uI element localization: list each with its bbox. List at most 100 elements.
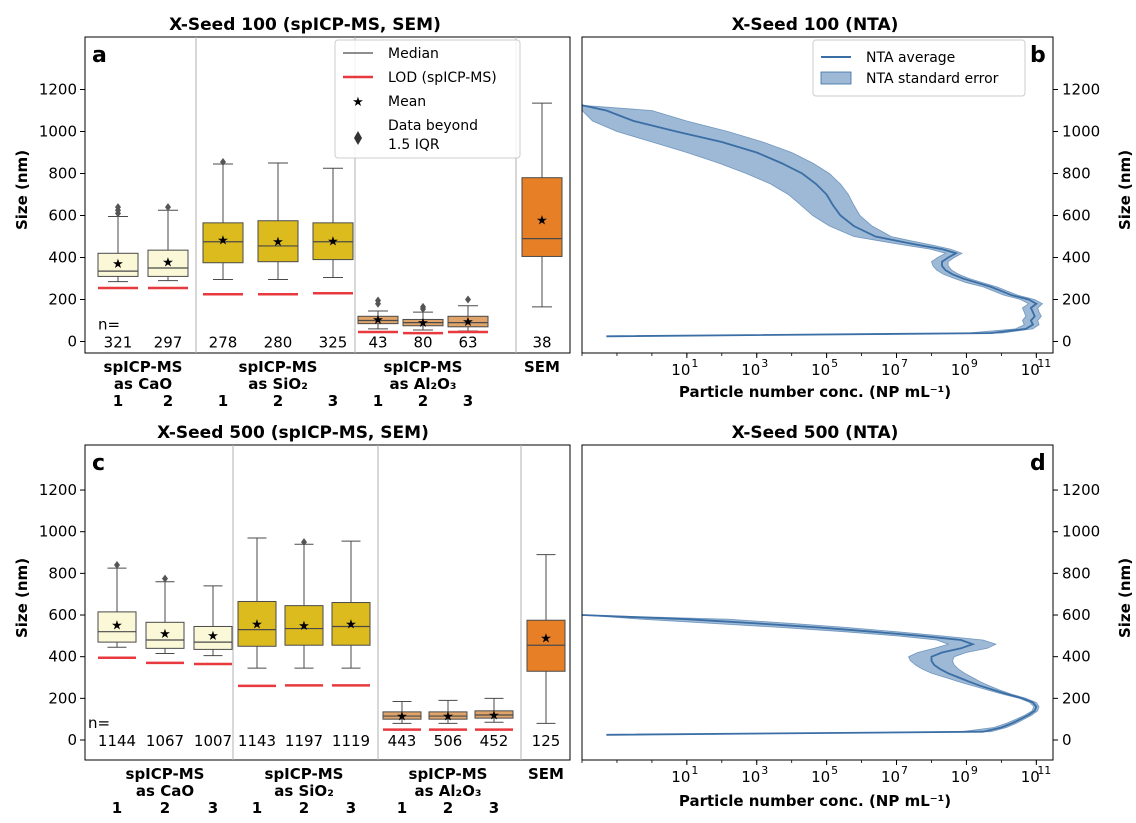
y-tick-label: 400: [1062, 249, 1091, 267]
box: [257, 220, 299, 263]
group-label-line1: spICP-MS: [409, 765, 488, 783]
outlier-point: [114, 561, 120, 570]
group-label-line2: as Al₂O₃: [415, 782, 482, 800]
panel-a-letter: a: [92, 43, 107, 68]
n-count: 1143: [238, 732, 276, 750]
legend-beyond-line2: 1.5 IQR: [388, 137, 440, 153]
y-tick-label: 400: [1062, 648, 1091, 666]
replicate-index: 1: [113, 392, 123, 410]
y-tick-label: 1000: [39, 523, 77, 541]
y-tick-label: 0: [67, 731, 77, 749]
legend-median-label: Median: [388, 46, 439, 62]
y-tick-label: 1000: [1062, 523, 1100, 541]
y-tick-label: 1200: [1062, 481, 1100, 499]
legend-beyond-line1: Data beyond: [388, 118, 478, 134]
n-count: 1067: [146, 732, 184, 750]
mean-star: ★: [396, 709, 408, 724]
x-tick-label-base: 10: [1021, 361, 1040, 379]
replicate-index: 2: [273, 392, 283, 410]
x-tick-label-base: 10: [951, 768, 970, 786]
n-count: 278: [209, 334, 238, 352]
mean-star: ★: [345, 617, 357, 632]
n-count: 80: [413, 334, 432, 352]
mean-star: ★: [417, 316, 429, 331]
mean-star: ★: [162, 256, 174, 271]
mean-star: ★: [217, 234, 229, 249]
n-count: 125: [532, 732, 561, 750]
y-tick-label: 1000: [39, 123, 77, 141]
outlier-point: [220, 157, 226, 166]
n-count: 452: [480, 732, 509, 750]
n-prefix-label: n=: [98, 316, 120, 334]
nta-average-line: [581, 614, 1038, 736]
n-count: 1119: [332, 732, 370, 750]
group-label-line1: spICP-MS: [265, 765, 344, 783]
y-tick-label: 0: [67, 333, 77, 351]
y-tick-label: 800: [1062, 564, 1091, 582]
box: [521, 177, 563, 257]
x-tick-label-exponent: 1: [691, 357, 698, 370]
y-tick-label: 400: [48, 648, 77, 666]
x-tick-label-exponent: 9: [971, 764, 978, 777]
outlier-point: [165, 203, 171, 212]
x-tick-label-base: 10: [671, 361, 690, 379]
y-tick-label: 600: [1062, 606, 1091, 624]
panel-d-letter: d: [1030, 451, 1046, 476]
mean-star: ★: [442, 709, 454, 724]
panel-a-plot: 020040060080010001200★321★297★278★280★32…: [39, 36, 571, 410]
legend-mean-label: Mean: [388, 94, 426, 110]
panel-a-ylabel: Size (nm): [13, 150, 31, 230]
y-tick-label: 800: [48, 165, 77, 183]
legend-mean-star-icon: ★: [352, 95, 364, 110]
y-tick-label: 200: [1062, 689, 1091, 707]
n-count: 1197: [285, 732, 323, 750]
replicate-index: 3: [463, 392, 473, 410]
n-count: 1007: [194, 732, 232, 750]
group-label-line2: as CaO: [114, 375, 172, 393]
n-count: 506: [434, 732, 463, 750]
x-tick-label-exponent: 9: [971, 357, 978, 370]
replicate-index: 3: [346, 799, 356, 817]
x-tick-label-exponent: 3: [761, 764, 768, 777]
x-tick-label-base: 10: [1021, 768, 1040, 786]
nta-average-line: [581, 104, 1038, 338]
legend-outlier-diamond-icon: [354, 131, 362, 145]
panel-c-plot: 020040060080010001200★1144★1067★1007★114…: [39, 444, 571, 817]
mean-star: ★: [372, 313, 384, 328]
y-tick-label: 200: [48, 689, 77, 707]
box: [447, 315, 489, 328]
mean-star: ★: [462, 315, 474, 330]
panel-c-ylabel: Size (nm): [13, 558, 31, 638]
nta-stderr-band: [581, 614, 1040, 736]
y-tick-label: 200: [1062, 291, 1091, 309]
axes-frame: [581, 444, 1054, 761]
box: [145, 621, 185, 649]
mean-star: ★: [251, 617, 263, 632]
legend-nta-stderr-swatch: [820, 71, 852, 85]
mean-star: ★: [159, 627, 171, 642]
x-tick-label-base: 10: [671, 768, 690, 786]
y-tick-label: 200: [48, 291, 77, 309]
group-label-line1: SEM: [528, 765, 564, 783]
y-tick-label: 0: [1062, 333, 1072, 351]
legend-nta-stderr-label: NTA standard error: [866, 71, 999, 87]
replicate-index: 3: [489, 799, 499, 817]
box-legend-frame: [334, 39, 521, 159]
x-tick-label-base: 10: [811, 768, 830, 786]
group-label-line1: spICP-MS: [384, 358, 463, 376]
x-tick-label-base: 10: [741, 361, 760, 379]
replicate-index: 3: [328, 392, 338, 410]
panel-b-ylabel: Size (nm): [1116, 150, 1134, 230]
mean-star: ★: [327, 234, 339, 249]
group-label-line1: spICP-MS: [239, 358, 318, 376]
box: [237, 600, 277, 647]
replicate-index: 2: [418, 392, 428, 410]
y-tick-label: 400: [48, 249, 77, 267]
axes-frame: [84, 444, 571, 761]
group-label-line2: as Al₂O₃: [390, 375, 457, 393]
x-tick-label-base: 10: [881, 768, 900, 786]
group-label-line1: spICP-MS: [126, 765, 205, 783]
n-count: 38: [532, 334, 551, 352]
